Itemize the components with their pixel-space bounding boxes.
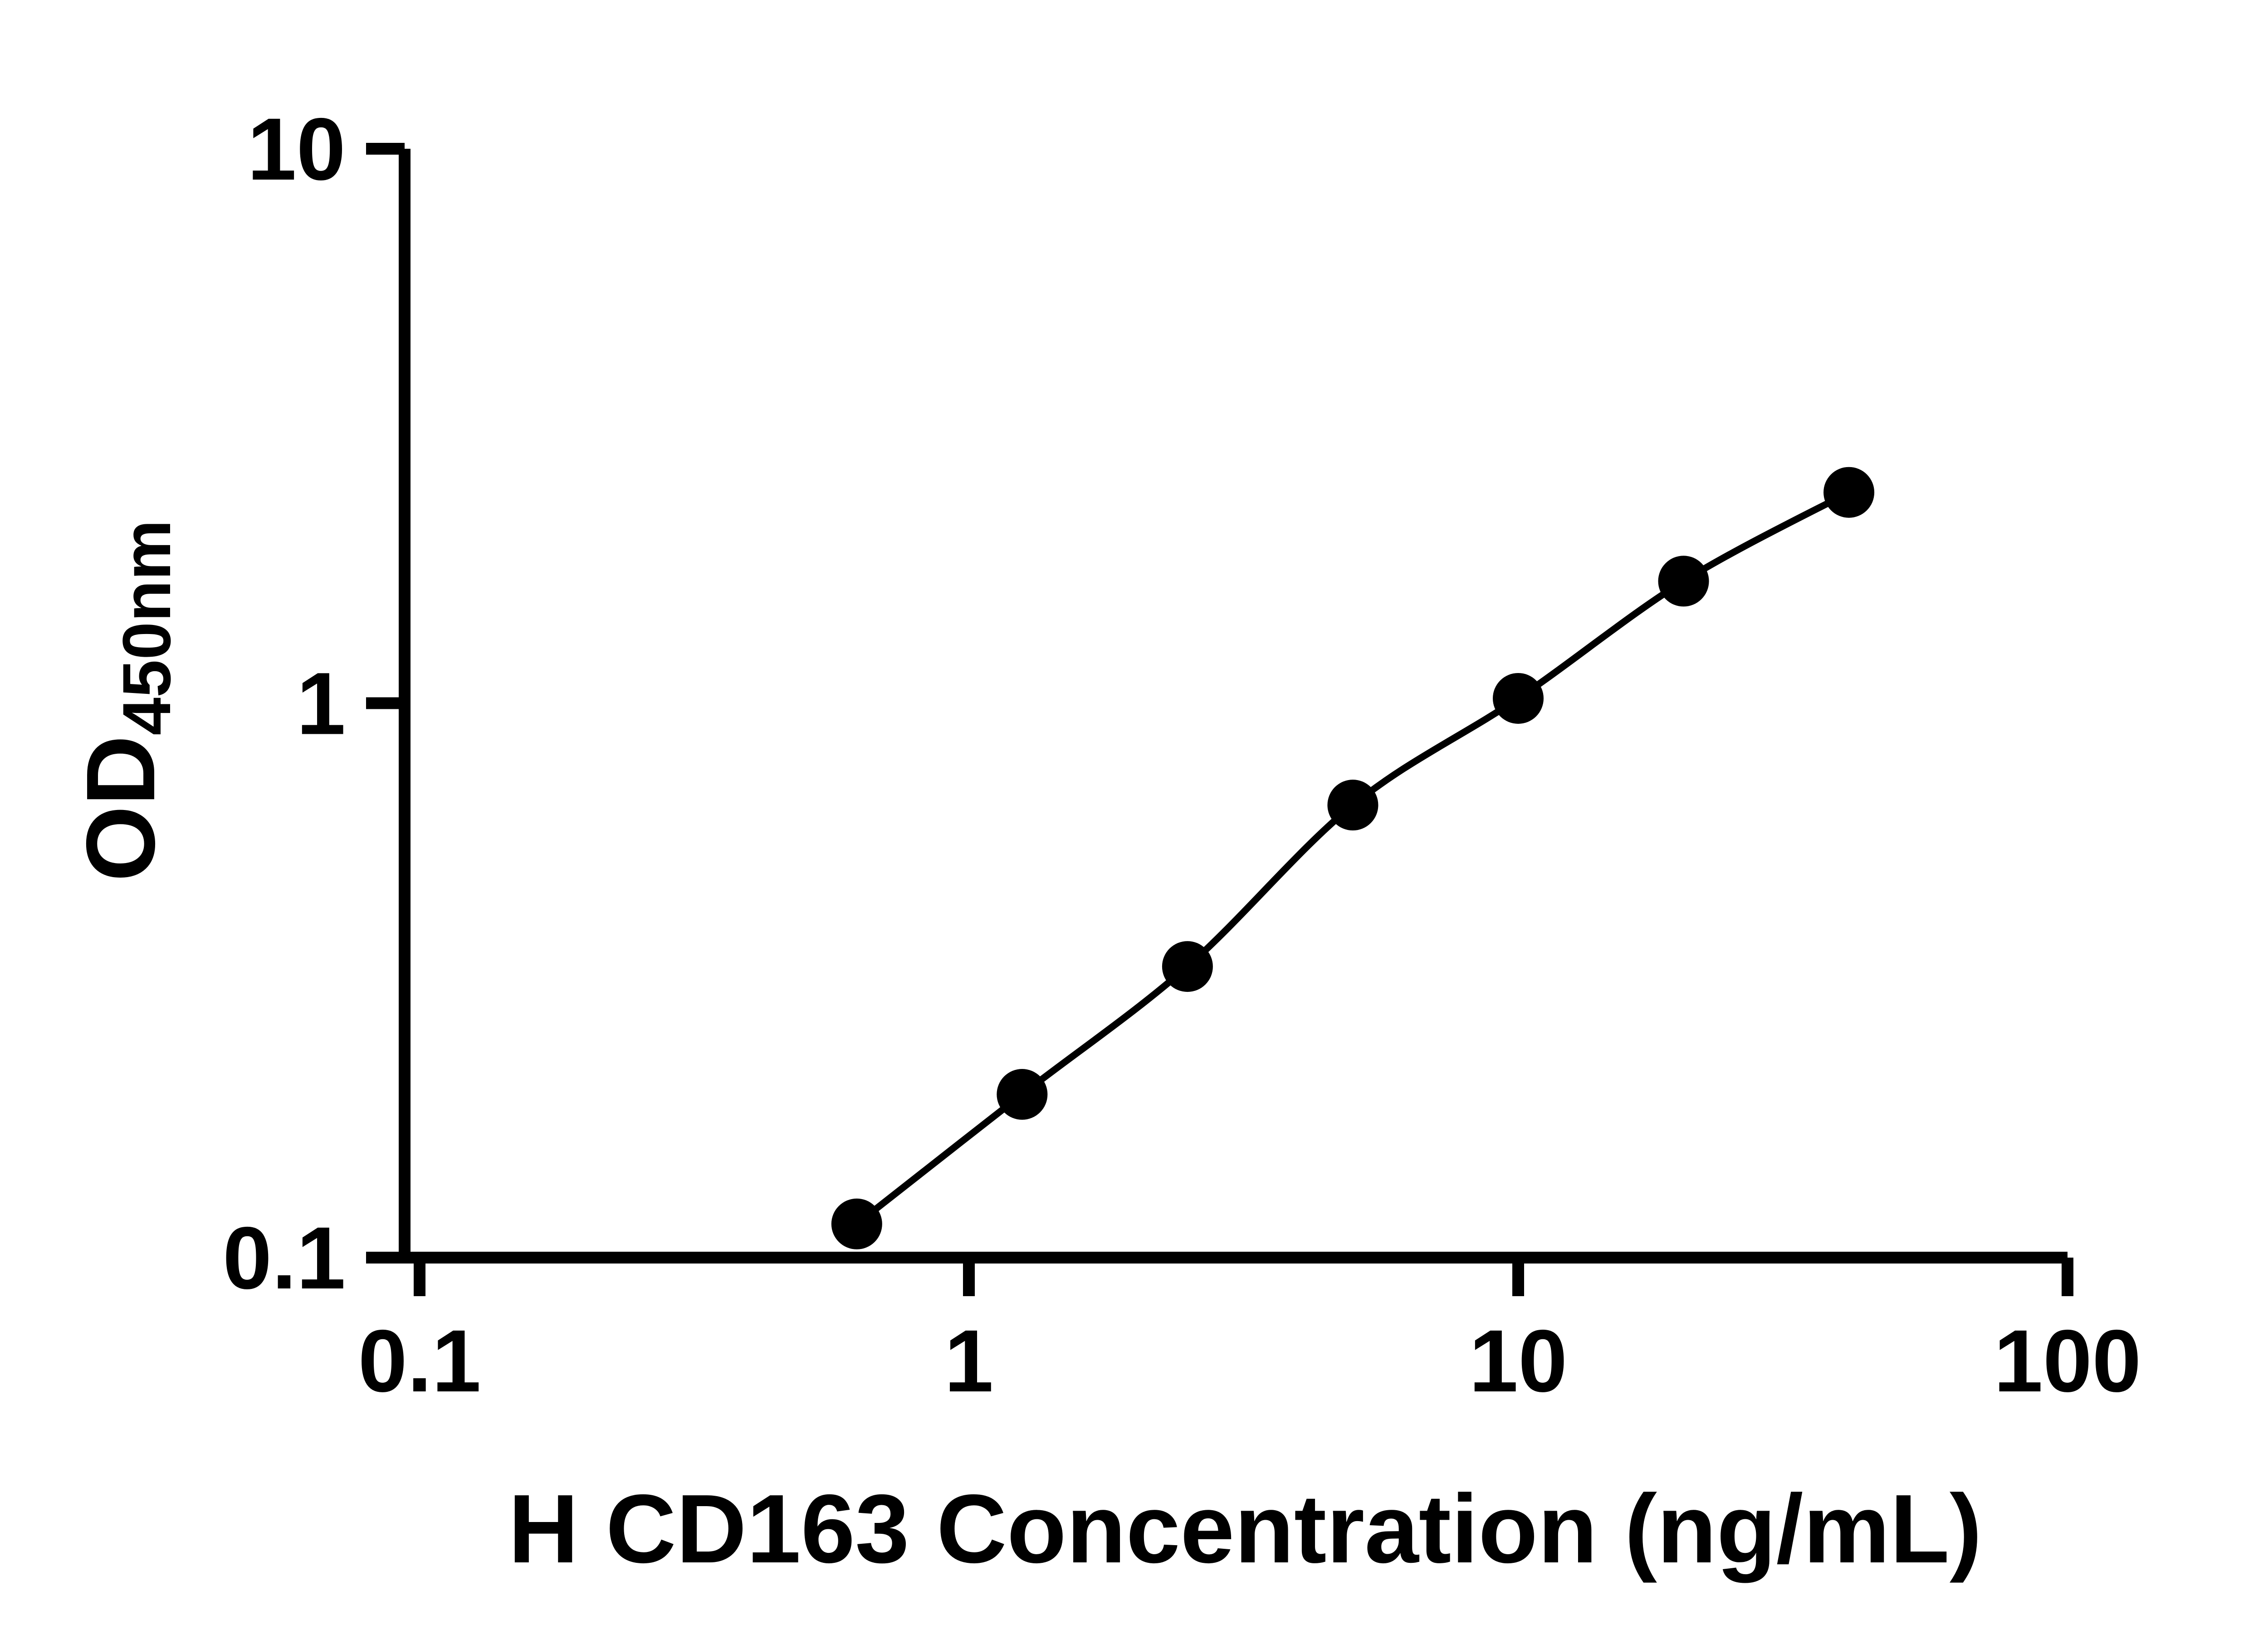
y-axis-title-main: OD xyxy=(66,735,175,882)
axis-frame xyxy=(399,149,2068,1264)
x-tick-label: 1 xyxy=(944,1312,993,1410)
x-tick-label: 100 xyxy=(1994,1312,2141,1410)
x-tick-label: 10 xyxy=(1469,1312,1568,1410)
data-point-marker xyxy=(1658,556,1709,607)
data-point-marker xyxy=(1823,467,1875,518)
y-axis-title-sub: 450nm xyxy=(108,520,185,735)
tick-labels: 0.1 1 10 100 0.1 1 10 xyxy=(223,100,2141,1410)
data-point-marker xyxy=(1327,780,1378,831)
y-axis-title: OD450nm xyxy=(66,520,185,882)
data-point-marker xyxy=(831,1198,882,1249)
data-point-marker xyxy=(1493,673,1544,724)
fitted-curve xyxy=(855,489,1851,1227)
y-tick-label: 10 xyxy=(247,100,346,199)
x-axis-title: H CD163 Concentration (ng/mL) xyxy=(508,1474,1982,1583)
x-tick-label: 0.1 xyxy=(358,1312,481,1410)
tick-marks xyxy=(366,143,2073,1296)
data-point-marker xyxy=(997,1069,1048,1120)
y-tick-label: 1 xyxy=(297,654,346,753)
data-point-marker xyxy=(1162,941,1213,992)
axes xyxy=(399,149,2068,1264)
data-series xyxy=(831,467,1875,1249)
y-tick-label: 0.1 xyxy=(223,1209,346,1307)
